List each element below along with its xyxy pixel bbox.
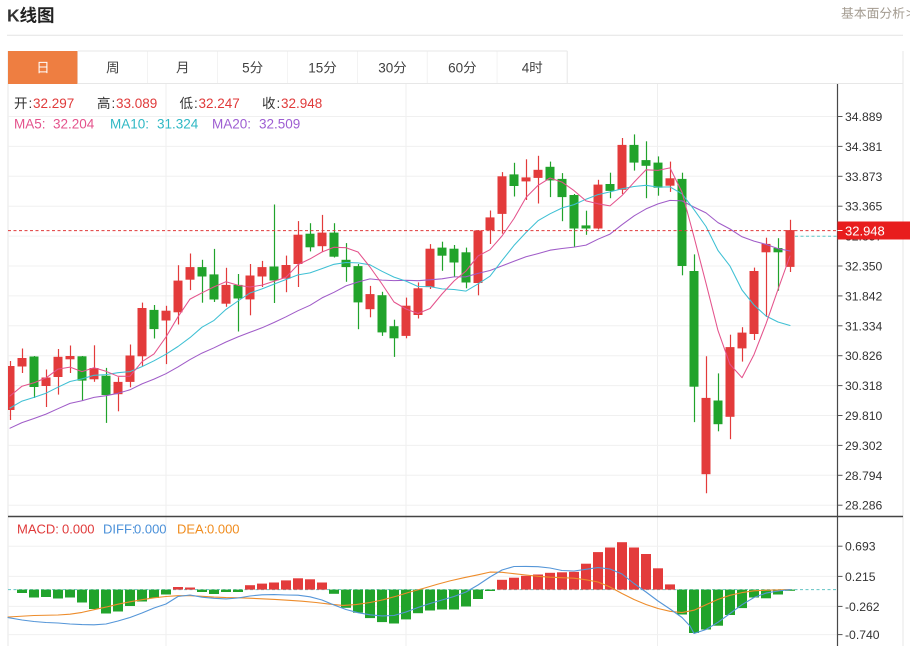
svg-text:MACD:: MACD:: [17, 522, 59, 537]
svg-text:0.000: 0.000: [207, 522, 240, 537]
svg-text:MA20:: MA20:: [212, 117, 251, 132]
svg-text:DIFF:: DIFF:: [103, 522, 136, 537]
svg-text::: :: [112, 96, 116, 111]
svg-text::: :: [194, 96, 198, 111]
svg-text:33.365: 33.365: [845, 200, 882, 214]
svg-text:28.286: 28.286: [845, 499, 882, 513]
svg-text:31.842: 31.842: [845, 289, 882, 303]
svg-text:30.318: 30.318: [845, 379, 882, 393]
svg-text:5: 5: [242, 60, 250, 75]
svg-text:>: >: [906, 5, 910, 20]
svg-text:29.302: 29.302: [845, 439, 882, 453]
svg-text:0.693: 0.693: [845, 540, 876, 554]
svg-text:-0.262: -0.262: [845, 600, 880, 614]
svg-text:0.215: 0.215: [845, 570, 876, 584]
svg-text:33.089: 33.089: [116, 96, 157, 111]
svg-text:MA10:: MA10:: [110, 117, 149, 132]
svg-text:60: 60: [448, 60, 463, 75]
svg-text:DEA:: DEA:: [177, 522, 207, 537]
svg-text:32.948: 32.948: [845, 224, 885, 239]
svg-text:33.873: 33.873: [845, 170, 882, 184]
svg-text:32.509: 32.509: [259, 117, 300, 132]
svg-text:MA5:: MA5:: [14, 117, 46, 132]
svg-text:30.826: 30.826: [845, 349, 882, 363]
svg-text::: :: [29, 96, 33, 111]
svg-text:31.324: 31.324: [157, 117, 199, 132]
svg-text:30: 30: [378, 60, 393, 75]
svg-text:15: 15: [308, 60, 323, 75]
svg-text:34.381: 34.381: [845, 140, 882, 154]
svg-text:32.204: 32.204: [53, 117, 95, 132]
svg-text:31.334: 31.334: [845, 319, 882, 333]
svg-text:K: K: [7, 6, 20, 26]
svg-text:32.247: 32.247: [199, 96, 240, 111]
svg-text:29.810: 29.810: [845, 409, 882, 423]
svg-text:34.889: 34.889: [845, 110, 882, 124]
svg-text:4: 4: [522, 60, 530, 75]
svg-text:32.350: 32.350: [845, 260, 882, 274]
svg-text:-0.740: -0.740: [845, 628, 880, 642]
svg-text::: :: [277, 96, 281, 111]
svg-text:32.297: 32.297: [33, 96, 74, 111]
svg-text:32.948: 32.948: [281, 96, 322, 111]
svg-text:0.000: 0.000: [62, 522, 95, 537]
svg-text:28.794: 28.794: [845, 469, 882, 483]
svg-text:0.000: 0.000: [134, 522, 167, 537]
